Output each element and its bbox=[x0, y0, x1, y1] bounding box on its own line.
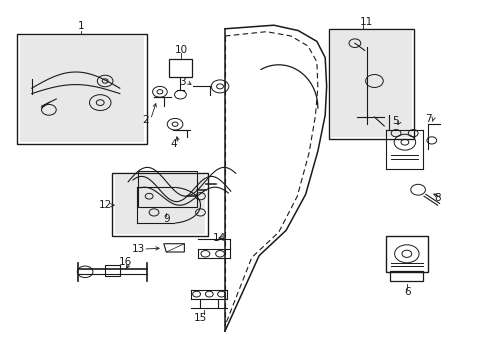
Text: 4: 4 bbox=[170, 139, 177, 149]
Bar bbox=[112, 173, 207, 236]
Bar bbox=[168, 59, 192, 77]
Text: 10: 10 bbox=[174, 45, 187, 55]
Bar bbox=[20, 36, 144, 142]
Text: 15: 15 bbox=[193, 312, 207, 323]
Text: 7: 7 bbox=[424, 114, 431, 124]
Bar bbox=[115, 175, 205, 234]
Text: 16: 16 bbox=[118, 257, 132, 267]
Text: 8: 8 bbox=[433, 193, 440, 203]
Text: 11: 11 bbox=[359, 17, 373, 27]
Bar bbox=[138, 171, 196, 207]
Text: 2: 2 bbox=[142, 114, 149, 125]
Text: 5: 5 bbox=[391, 116, 398, 126]
Text: 13: 13 bbox=[131, 244, 145, 254]
Bar bbox=[389, 271, 423, 281]
Text: 12: 12 bbox=[99, 200, 112, 210]
Text: 1: 1 bbox=[77, 21, 84, 31]
Text: 3: 3 bbox=[179, 77, 185, 87]
Bar bbox=[386, 236, 427, 272]
Bar bbox=[328, 29, 413, 139]
Bar bbox=[17, 34, 146, 144]
Bar bbox=[330, 31, 411, 137]
Text: 6: 6 bbox=[403, 287, 410, 297]
Text: 9: 9 bbox=[163, 214, 169, 224]
Bar bbox=[105, 265, 120, 276]
Text: 14: 14 bbox=[212, 233, 225, 243]
